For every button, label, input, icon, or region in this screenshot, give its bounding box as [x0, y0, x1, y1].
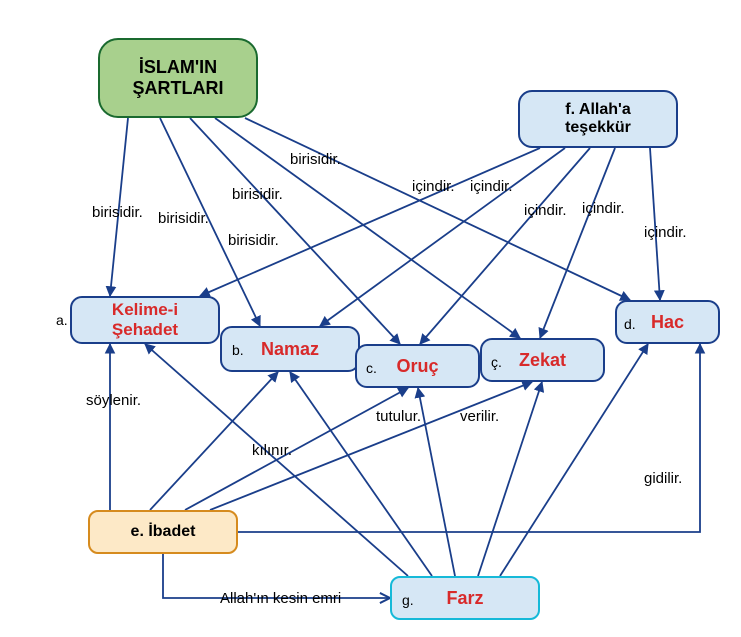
edge-title-cc	[215, 118, 520, 338]
edge-e-g	[163, 554, 390, 598]
edge-f-c	[420, 148, 590, 344]
node-e: e. İbadet	[88, 510, 238, 554]
edge-label-f-cc: içindir.	[582, 200, 625, 217]
edge-label-title-c: birisidir.	[232, 186, 283, 203]
edge-label-e-a: söylenir.	[86, 392, 141, 409]
edge-label-title-b: birisidir.	[158, 210, 209, 227]
edge-f-cc	[540, 148, 615, 338]
edge-label-f-b: içindir.	[470, 178, 513, 195]
edge-label-e-b: kılınır.	[252, 442, 292, 459]
edge-e-c	[185, 388, 408, 510]
node-a: Kelime-i Şehadet	[70, 296, 220, 344]
node-prefix-g: g.	[402, 592, 414, 608]
edge-label-f-c: içindir.	[524, 202, 567, 219]
edge-label-e-cc: verilir.	[460, 408, 499, 425]
node-f: f. Allah'a teşekkür	[518, 90, 678, 148]
edge-label-e-c: tutulur.	[376, 408, 421, 425]
node-prefix-d: d.	[624, 316, 636, 332]
edge-g-cc	[478, 382, 542, 576]
edge-label-e-g: Allah'ın kesin emri	[220, 590, 341, 607]
edge-g-c	[418, 388, 455, 576]
node-prefix-b: b.	[232, 342, 244, 358]
node-prefix-c: c.	[366, 360, 377, 376]
edge-label-title-a: birisidir.	[92, 204, 143, 221]
node-title: İSLAM'IN ŞARTLARI	[98, 38, 258, 118]
edge-e-cc	[210, 382, 532, 510]
edge-title-c	[190, 118, 400, 344]
edge-f-d	[650, 148, 660, 300]
edge-title-b	[160, 118, 260, 326]
edge-g-b	[290, 372, 432, 576]
edge-e-b	[150, 372, 278, 510]
edge-f-a	[200, 148, 540, 296]
edge-label-e-d: gidilir.	[644, 470, 682, 487]
edge-label-f-a: içindir.	[412, 178, 455, 195]
node-prefix-a: a.	[56, 312, 68, 328]
diagram-stage: İSLAM'IN ŞARTLARI f. Allah'a teşekkür Keli…	[0, 0, 741, 637]
node-prefix-cc: ç.	[491, 354, 502, 370]
edge-label-f-d: içindir.	[644, 224, 687, 241]
edge-label-title-cc: birisidir.	[228, 232, 279, 249]
edge-f-b	[320, 148, 565, 326]
edge-label-title-d: birisidir.	[290, 151, 341, 168]
edge-title-a	[110, 118, 128, 296]
